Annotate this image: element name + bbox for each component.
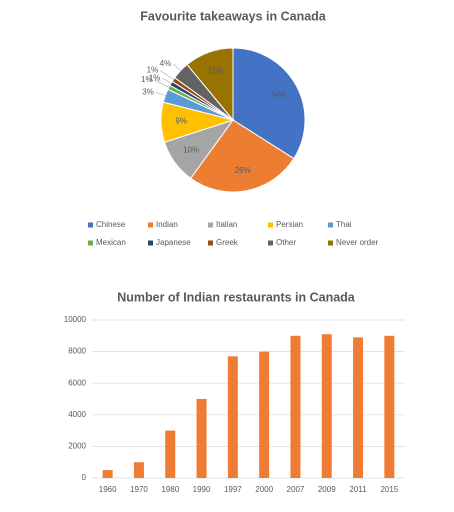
x-tick-label: 2009: [318, 485, 336, 494]
legend-label: Mexican: [96, 238, 126, 247]
bar: [133, 462, 144, 478]
bar: [384, 335, 395, 478]
legend-swatch: [88, 222, 93, 228]
legend-swatch: [208, 222, 213, 228]
y-tick-label: 2000: [68, 442, 86, 451]
x-tick-label: 1980: [161, 485, 179, 494]
leader-line: [173, 63, 181, 71]
slice-label: 3%: [142, 87, 154, 96]
y-tick-label: 10000: [64, 315, 87, 324]
x-tick-label: 1997: [224, 485, 242, 494]
slice-label: 10%: [183, 146, 199, 155]
bar: [321, 334, 332, 478]
x-tick-label: 2007: [287, 485, 305, 494]
legend-swatch: [268, 222, 273, 228]
legend-swatch: [208, 240, 213, 246]
legend-swatch: [88, 240, 93, 246]
legend-label: Persian: [276, 220, 303, 229]
legend-swatch: [328, 222, 333, 228]
slice-label: 26%: [235, 166, 251, 175]
x-tick-label: 2000: [255, 485, 273, 494]
pie-slice: [189, 119, 295, 193]
x-tick-label: 1960: [99, 485, 117, 494]
bar-title: Number of Indian restaurants in Canada: [117, 290, 356, 304]
legend-swatch: [148, 222, 153, 228]
bar: [227, 356, 238, 478]
slice-label: 34%: [270, 90, 286, 99]
x-tick-label: 2011: [349, 485, 367, 494]
legend-swatch: [268, 240, 273, 246]
slice-label: 9%: [175, 117, 187, 126]
bar: [165, 430, 176, 478]
x-tick-label: 1970: [130, 485, 148, 494]
legend-label: Thai: [336, 220, 352, 229]
pie-title: Favourite takeaways in Canada: [140, 9, 327, 23]
legend-label: Japanese: [156, 238, 191, 247]
pie-slice: [186, 47, 234, 122]
bar: [290, 335, 301, 478]
y-tick-label: 4000: [68, 410, 86, 419]
y-tick-label: 0: [82, 473, 87, 482]
leader-line: [160, 70, 174, 80]
leader-line: [154, 79, 169, 88]
legend-label: Chinese: [96, 220, 126, 229]
legend-swatch: [328, 240, 333, 246]
slice-label: 1%: [141, 75, 153, 84]
legend-label: Other: [276, 238, 296, 247]
y-tick-label: 8000: [68, 347, 86, 356]
bar: [196, 399, 207, 478]
x-tick-label: 1990: [193, 485, 211, 494]
legend-swatch: [148, 240, 153, 246]
legend-label: Greek: [216, 238, 239, 247]
leader-line: [162, 78, 172, 84]
legend-label: Never order: [336, 238, 379, 247]
slice-label: 1%: [149, 73, 161, 82]
slice-label: 11%: [208, 66, 223, 75]
legend-label: Italian: [216, 220, 237, 229]
bar: [259, 351, 270, 478]
leader-line: [155, 91, 166, 96]
bar: [353, 337, 364, 478]
y-tick-label: 6000: [68, 378, 86, 387]
legend-label: Indian: [156, 220, 178, 229]
slice-label: 4%: [160, 59, 172, 68]
x-tick-label: 2015: [380, 485, 398, 494]
bar: [102, 470, 113, 478]
slice-label: 1%: [147, 66, 159, 75]
